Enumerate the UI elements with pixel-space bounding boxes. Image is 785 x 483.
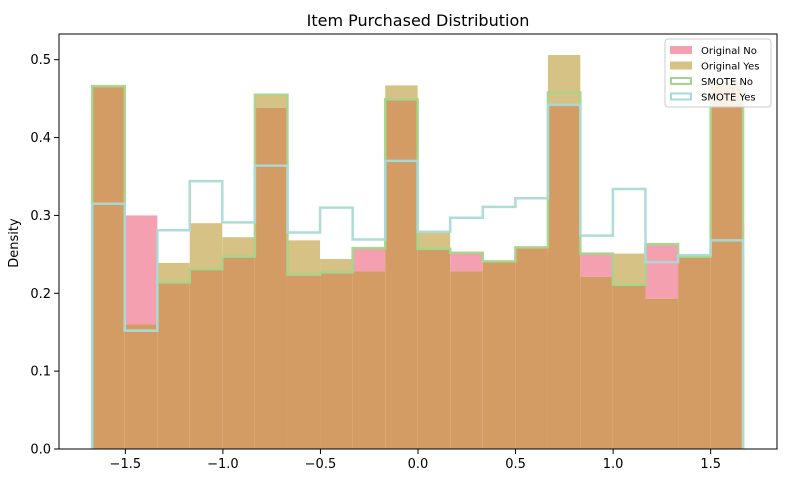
legend-swatch <box>670 46 692 54</box>
y-tick-label: 0.4 <box>30 131 51 146</box>
bar-original-no <box>580 253 613 277</box>
x-tick-label: 1.0 <box>603 457 624 472</box>
bar-overlap <box>157 282 190 449</box>
bar-overlap <box>222 256 255 449</box>
y-tick-label: 0.5 <box>30 53 51 68</box>
bar-overlap <box>678 256 711 449</box>
bar-overlap <box>254 107 288 449</box>
legend-swatch <box>670 77 692 85</box>
bar-overlap <box>450 271 483 449</box>
bar-original-yes <box>287 240 321 275</box>
y-tick-label: 0.2 <box>30 287 51 302</box>
bar-original-yes <box>189 223 223 270</box>
bar-overlap <box>482 261 516 449</box>
bar-overlap <box>320 272 353 449</box>
legend-label: Original Yes <box>701 62 759 73</box>
bar-overlap <box>287 274 321 449</box>
x-tick-label: −1.5 <box>110 457 142 472</box>
bar-overlap <box>547 104 581 449</box>
bar-original-no <box>352 248 386 272</box>
bar-overlap <box>124 324 158 449</box>
bar-original-yes <box>320 259 353 273</box>
legend: Original No Original Yes SMOTE No SMOTE Yes <box>664 38 772 108</box>
bar-overlap <box>580 276 613 449</box>
legend-swatch <box>670 61 692 70</box>
x-tick-label: −0.5 <box>305 457 337 472</box>
bar-overlap <box>352 271 386 449</box>
legend-box <box>664 38 772 108</box>
y-tick-label: 0.3 <box>30 209 51 224</box>
bar-overlap <box>92 86 125 449</box>
bar-original-yes <box>417 232 451 249</box>
bar-original-no <box>124 215 158 325</box>
y-tick-label: 0.0 <box>30 443 51 458</box>
axes: −1.5 −1.0 −0.5 0.0 0.5 1.0 1.5 0.0 0.1 0.2 0.3 0.4 0… <box>30 33 778 472</box>
bar-overlap <box>645 298 679 449</box>
bar-overlap <box>417 248 451 449</box>
legend-label: Original No <box>701 46 757 57</box>
bar-overlap <box>515 248 548 449</box>
legend-swatch <box>670 92 692 101</box>
legend-label: SMOTE Yes <box>701 93 756 104</box>
y-tick-label: 0.1 <box>30 365 51 380</box>
step-smote-yes <box>90 103 745 449</box>
x-tick-label: −1.0 <box>207 457 239 472</box>
bar-overlap <box>385 99 418 449</box>
bar-original-yes <box>222 237 255 257</box>
bar-original-yes <box>547 55 581 105</box>
plot-area <box>90 55 745 449</box>
x-tick-label: 0.0 <box>408 457 429 472</box>
bar-original-no <box>450 252 483 272</box>
bar-original-yes <box>157 262 190 283</box>
bar-overlap <box>710 83 744 449</box>
bar-original-yes <box>612 253 646 285</box>
y-axis-label: Density <box>7 218 22 268</box>
bar-original-no <box>645 244 679 299</box>
x-tick-label: 1.5 <box>700 457 721 472</box>
x-tick-label: 0.5 <box>505 457 526 472</box>
bar-overlap <box>189 269 223 449</box>
bar-original-yes <box>254 94 288 108</box>
legend-label: SMOTE No <box>701 77 753 88</box>
bar-original-yes <box>385 85 418 100</box>
bar-overlap <box>612 284 646 449</box>
chart-title: Item Purchased Distribution <box>307 11 530 30</box>
